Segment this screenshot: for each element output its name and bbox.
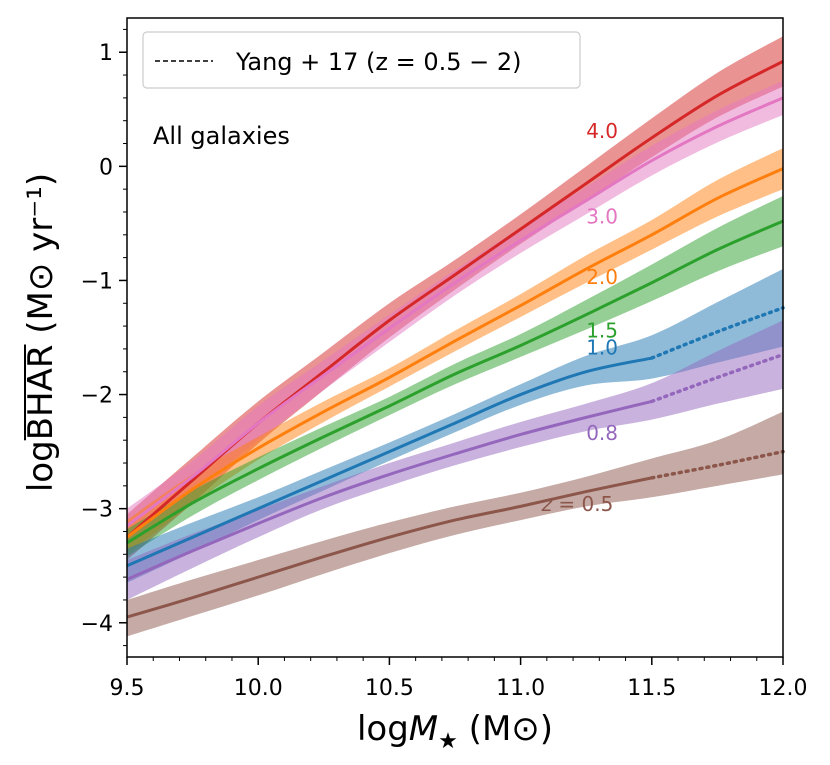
legend-label-yang17: Yang + 17 (z = 0.5 − 2) [235,48,522,76]
y-tick-label: 0 [99,155,113,180]
plot-frame [126,17,784,658]
series-lines [126,60,785,619]
x-tick-label: 10.5 [365,676,414,701]
y-tick-label: −3 [81,498,113,523]
legend: Yang + 17 (z = 0.5 − 2) [142,31,581,89]
x-tick-label: 10.0 [234,676,283,701]
x-tick-label: 9.5 [110,676,145,701]
y-axis-ticks: −4 −3 −2 −1 0 1 [81,28,127,647]
x-axis-title: logM★ (M⊙) [357,709,553,754]
band-1-5 [127,196,783,557]
bhar-overlined: BHAR [21,345,61,441]
series-label-1-5: 1.5 [586,319,618,343]
series-label-z-0-5: z = 0.5 [541,492,614,516]
series-label-4-0: 4.0 [586,119,618,143]
legend-box [142,31,581,89]
band-0-8 [127,320,783,600]
line-2-0 [126,167,784,539]
x-axis-ticks: 9.5 10.0 10.5 11.0 11.5 12.0 [110,657,808,701]
confidence-bands [127,36,783,637]
series-labels: 4.0 3.0 2.0 1.51.0 0.8 z = 0.5 [541,119,618,516]
y-axis-title: logBHAR (M⊙ yr⁻¹) [21,173,61,492]
y-tick-label: 1 [99,41,113,66]
line-3-0 [126,96,784,527]
all-galaxies-annotation: All galaxies [153,122,290,150]
series-label-2-0: 2.0 [586,265,618,289]
line-1-0-extrapolated [650,306,785,360]
series-label-0-8: 0.8 [586,421,618,445]
line-0-8 [126,399,653,581]
band-2-0 [127,148,783,555]
line-z-0-5-extrapolated [650,449,785,480]
line-1-5 [126,219,784,545]
x-tick-label: 11.0 [496,676,545,701]
y-tick-label: −1 [81,269,113,294]
line-z-0-5 [126,476,653,619]
y-tick-label: −2 [81,384,113,409]
y-tick-label: −4 [81,612,113,637]
x-tick-label: 11.5 [627,676,676,701]
line-1-0 [126,356,653,568]
band-z-0-5 [127,411,783,637]
x-tick-label: 12.0 [759,676,808,701]
series-label-3-0: 3.0 [586,204,618,228]
line-0-8-extrapolated [650,352,785,404]
series-label-1-0: 1.0 [586,336,618,360]
